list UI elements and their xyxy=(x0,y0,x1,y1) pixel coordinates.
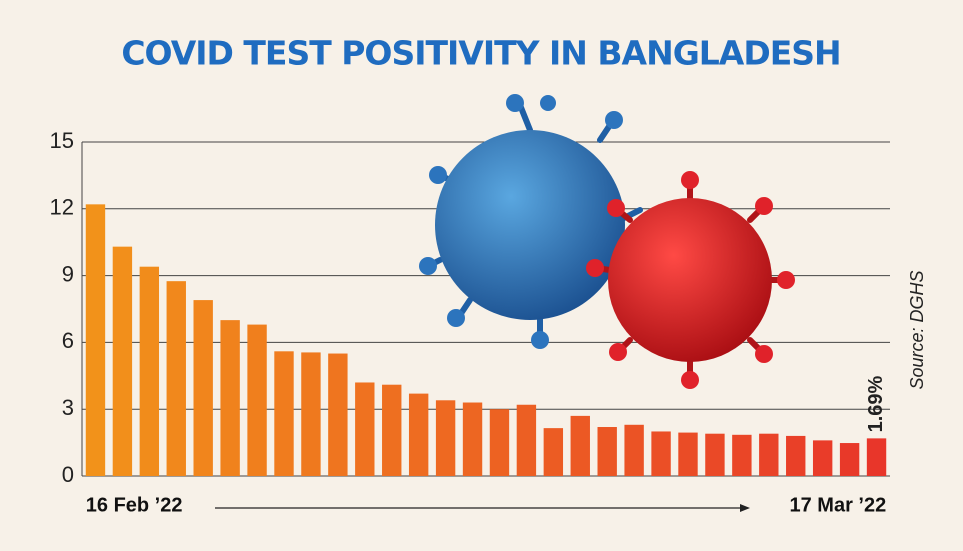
bar xyxy=(732,434,752,476)
y-tick-label: 9 xyxy=(62,261,74,286)
bar xyxy=(328,353,348,476)
bar xyxy=(408,393,429,476)
bar xyxy=(166,281,186,476)
bar xyxy=(193,300,213,476)
bar xyxy=(597,427,617,476)
bar xyxy=(247,324,267,476)
bar xyxy=(651,431,671,476)
bar xyxy=(435,400,456,476)
y-tick-label: 6 xyxy=(62,328,74,353)
y-tick-label: 15 xyxy=(50,128,74,153)
plot: 0 3 6 9 12 15 16 Feb ’22 17 Mar ’22 1.69% xyxy=(50,128,890,516)
bar xyxy=(570,415,590,476)
bar xyxy=(274,351,294,476)
bar xyxy=(139,266,160,476)
bar xyxy=(786,435,806,476)
x-tick-label: 16 Feb ’22 xyxy=(86,494,183,516)
bar xyxy=(462,402,483,476)
bar xyxy=(812,440,833,476)
bar xyxy=(382,384,402,476)
bar xyxy=(112,246,133,476)
bar xyxy=(516,404,537,476)
y-tick-label: 12 xyxy=(50,195,74,220)
bar xyxy=(220,320,240,476)
virus-illustration xyxy=(419,94,795,389)
bar xyxy=(489,409,510,476)
arrow-head xyxy=(740,504,750,512)
bar xyxy=(543,428,564,476)
bar xyxy=(839,443,860,476)
y-tick-label: 0 xyxy=(62,462,74,487)
source-note: Source: DGHS xyxy=(907,270,927,389)
bar xyxy=(355,382,375,476)
bar xyxy=(759,433,779,476)
x-tick-label: 17 Mar ’22 xyxy=(789,494,886,516)
chart-title: COVID TEST POSITIVITY IN BANGLADESH xyxy=(121,34,840,73)
bar xyxy=(301,352,321,476)
bar xyxy=(624,424,644,476)
bar xyxy=(866,438,887,476)
bar xyxy=(85,204,106,476)
value-label: 1.69% xyxy=(865,375,887,432)
bar xyxy=(678,432,698,476)
y-tick-label: 3 xyxy=(62,395,74,420)
bar xyxy=(705,433,725,476)
